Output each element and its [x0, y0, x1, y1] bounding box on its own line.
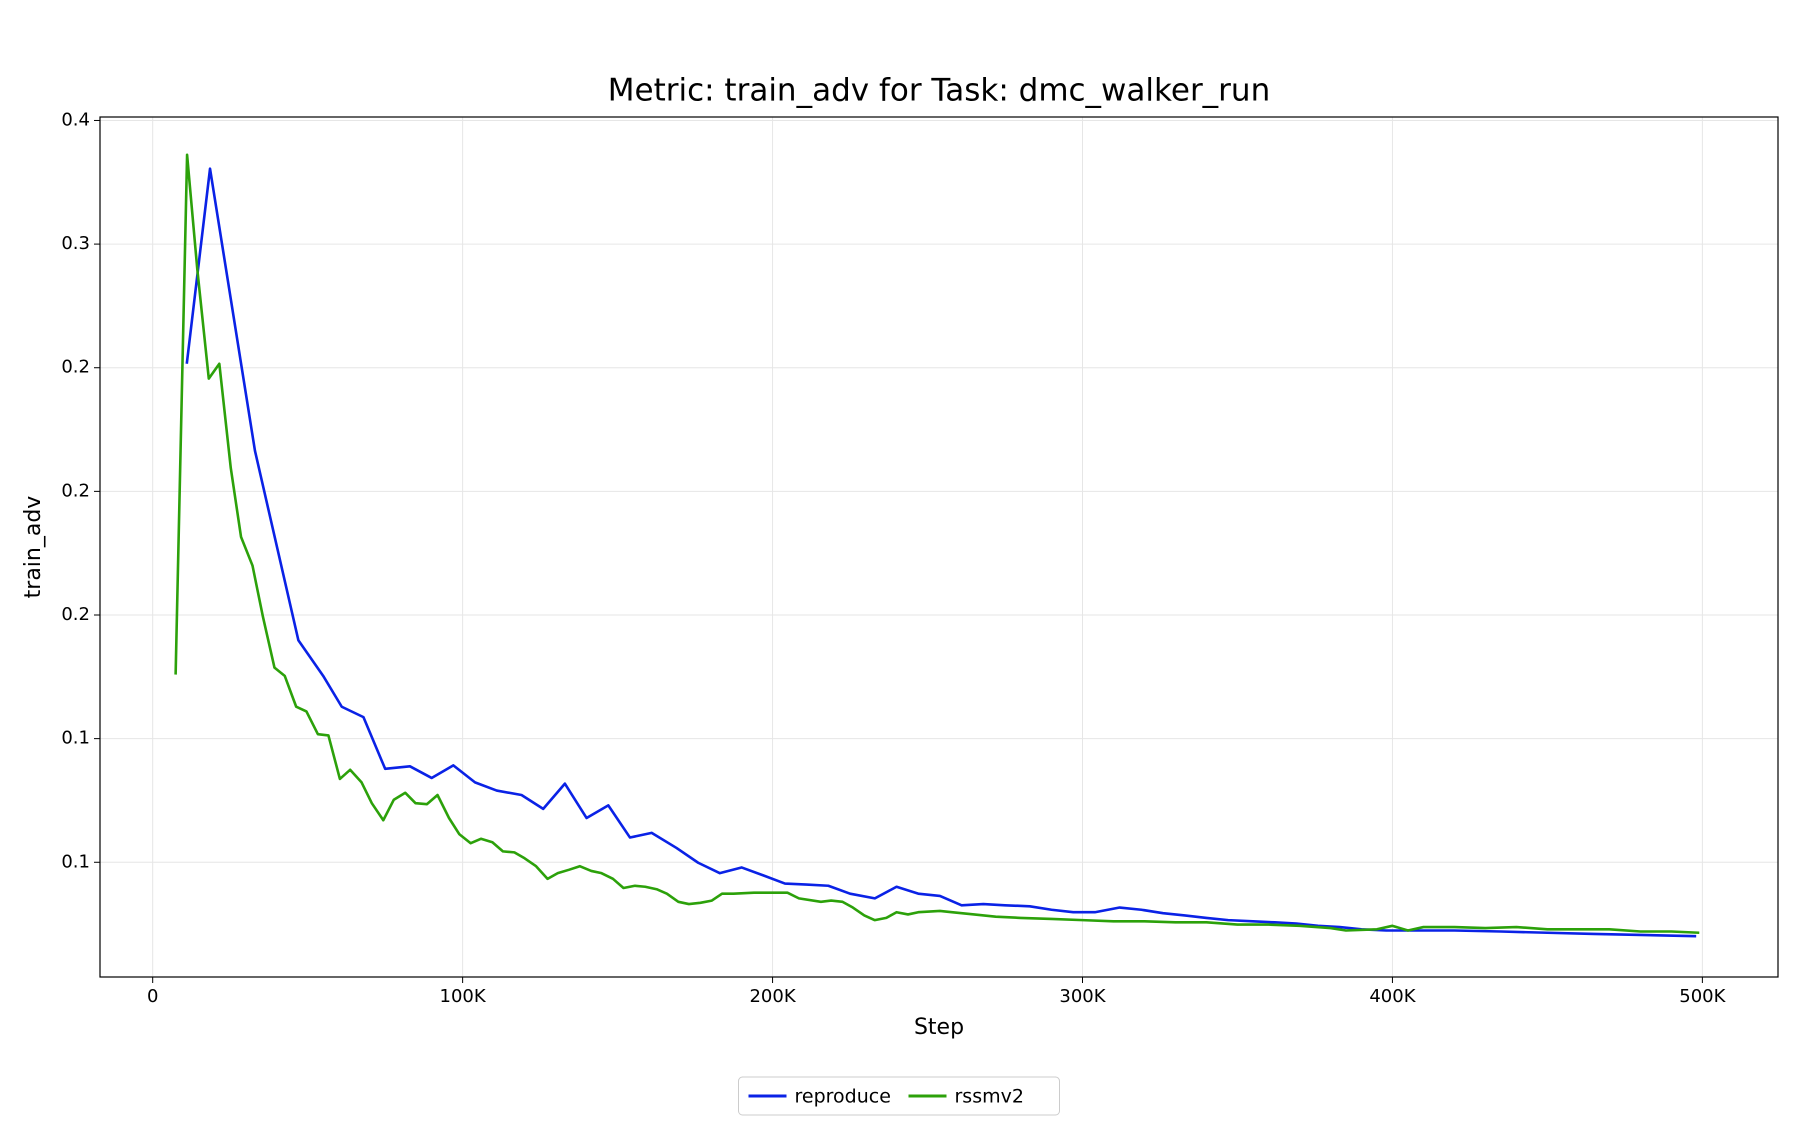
x-axis-label: Step: [914, 1015, 964, 1040]
x-tick-label: 300K: [1059, 986, 1106, 1007]
legend-label: reproduce: [795, 1086, 891, 1108]
chart-title: Metric: train_adv for Task: dmc_walker_r…: [608, 73, 1270, 109]
y-axis-label: train_adv: [21, 496, 46, 599]
plot-frame: [99, 116, 1779, 978]
y-tick-label: 0.1: [61, 728, 90, 749]
series-line: [185, 167, 1697, 938]
y-tick-label: 0.2: [61, 480, 90, 501]
x-tick-label: 400K: [1369, 986, 1416, 1007]
y-tick-label: 0.2: [61, 604, 90, 625]
legend-label: rssmv2: [955, 1086, 1024, 1108]
series-line: [174, 153, 1700, 935]
y-tick-label: 0.2: [61, 357, 90, 378]
x-tick-label: 200K: [749, 986, 796, 1007]
legend-box: [738, 1076, 1060, 1116]
x-tick-label: 100K: [440, 986, 487, 1007]
y-tick-label: 0.3: [61, 233, 90, 254]
x-tick-label: 0: [147, 986, 158, 1007]
y-tick-label: 0.4: [61, 109, 90, 130]
y-tick-label: 0.1: [61, 851, 90, 872]
x-tick-label: 500K: [1679, 986, 1726, 1007]
